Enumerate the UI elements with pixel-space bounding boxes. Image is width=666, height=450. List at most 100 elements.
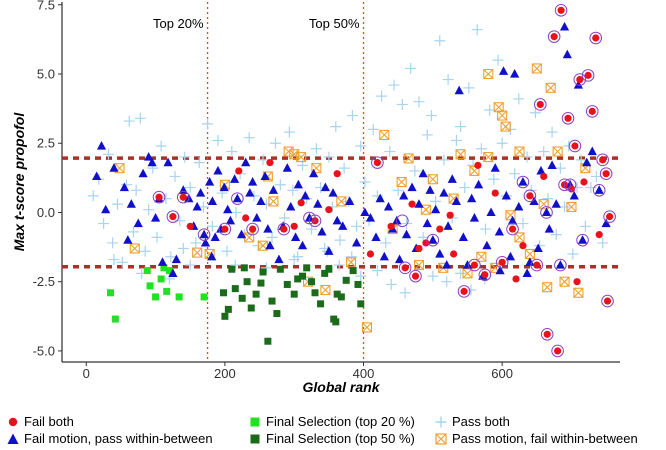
point-fail-motion bbox=[223, 204, 233, 214]
point-pass-motion-x bbox=[559, 276, 570, 287]
highlight-ring bbox=[551, 344, 564, 358]
point-pass-motion-box bbox=[531, 63, 542, 74]
point-fail-both bbox=[373, 159, 381, 167]
point-fail-both bbox=[554, 347, 562, 355]
point-fail-motion bbox=[245, 188, 255, 197]
point-pass-motion-box bbox=[413, 260, 425, 271]
highlight-ring bbox=[177, 190, 190, 204]
point-final-50 bbox=[257, 279, 265, 287]
point-fail-motion bbox=[138, 168, 148, 178]
point-final-20 bbox=[111, 315, 119, 323]
point-fail-motion bbox=[210, 232, 220, 241]
point-pass-both bbox=[590, 170, 602, 182]
point-fail-both bbox=[297, 199, 305, 207]
point-fail-both bbox=[422, 239, 430, 247]
x-axis-title: Global rank bbox=[302, 379, 380, 395]
point-pass-motion-x bbox=[500, 121, 511, 132]
point-fail-both bbox=[249, 225, 257, 233]
point-pass-both bbox=[283, 126, 295, 138]
point-final-50 bbox=[247, 304, 255, 312]
point-pass-motion-x bbox=[289, 149, 300, 160]
point-fail-motion bbox=[407, 182, 417, 192]
point-fail-motion bbox=[207, 251, 217, 261]
point-fail-motion bbox=[150, 213, 161, 222]
point-fail-motion bbox=[573, 80, 584, 89]
y-tick-label: -5.0 bbox=[33, 343, 55, 358]
highlight-ring bbox=[530, 258, 544, 272]
highlight-ring bbox=[554, 4, 568, 17]
point-final-50 bbox=[321, 269, 329, 277]
point-fail-motion bbox=[467, 193, 477, 203]
point-final-20 bbox=[165, 267, 173, 275]
point-fail-both bbox=[584, 71, 592, 79]
point-pass-motion-box bbox=[311, 163, 322, 174]
point-final-20 bbox=[175, 293, 183, 301]
point-fail-motion bbox=[268, 185, 279, 194]
point-pass-motion bbox=[462, 268, 473, 279]
point-pass-both bbox=[459, 182, 471, 194]
point-final-50 bbox=[264, 337, 272, 345]
point-pass-both bbox=[151, 231, 163, 243]
point-pass-both bbox=[184, 259, 196, 271]
point-fail-motion bbox=[501, 190, 511, 200]
point-pass-motion-box bbox=[559, 276, 570, 287]
point-fail-motion bbox=[92, 171, 102, 181]
point-pass-both bbox=[111, 198, 123, 210]
point-pass-both bbox=[333, 259, 345, 271]
point-fail-motion bbox=[282, 163, 292, 172]
point-pass-motion-box bbox=[514, 146, 525, 157]
point-final-50 bbox=[240, 264, 248, 272]
point-pass-both bbox=[371, 265, 383, 277]
point-pass-motion-box bbox=[483, 152, 494, 163]
point-pass-both bbox=[367, 123, 379, 135]
point-pass-both bbox=[421, 129, 433, 141]
point-pass-motion-x bbox=[497, 110, 508, 121]
point-pass-motion bbox=[493, 102, 504, 113]
point-fail-motion bbox=[133, 218, 143, 228]
point-fail-motion bbox=[514, 201, 524, 211]
point-fail-motion bbox=[229, 174, 240, 183]
point-fail-both bbox=[179, 193, 187, 201]
point-pass-motion-x bbox=[192, 247, 203, 258]
point-pass-both bbox=[193, 157, 205, 169]
point-pass-motion-x bbox=[573, 287, 584, 298]
point-fail-motion bbox=[300, 190, 310, 200]
legend-marker-fail-motion bbox=[7, 433, 19, 444]
point-final-50 bbox=[283, 280, 291, 288]
point-pass-both bbox=[274, 179, 286, 191]
point-fail-both bbox=[366, 250, 375, 258]
point-fail-motion bbox=[96, 141, 107, 150]
point-pass-motion-box bbox=[500, 121, 511, 132]
point-fail-motion bbox=[425, 185, 435, 194]
point-fail-motion bbox=[324, 246, 334, 255]
point-fail-motion bbox=[551, 199, 561, 208]
point-fail-both bbox=[557, 6, 565, 14]
point-final-50 bbox=[357, 300, 365, 308]
legend-marker-pass-motion bbox=[435, 432, 447, 445]
point-pass-both bbox=[441, 276, 453, 288]
point-pass-both bbox=[401, 218, 413, 230]
point-pass-both bbox=[442, 74, 454, 86]
point-final-50 bbox=[342, 276, 350, 284]
point-fail-motion bbox=[431, 204, 441, 214]
point-fail-motion bbox=[442, 260, 452, 269]
point-pass-motion bbox=[403, 153, 414, 164]
point-fail-both bbox=[460, 287, 468, 295]
point-pass-motion-x bbox=[483, 69, 494, 79]
data-points bbox=[87, 4, 616, 358]
point-fail-motion bbox=[265, 240, 275, 250]
point-final-50 bbox=[231, 285, 239, 293]
point-fail-both bbox=[543, 330, 551, 338]
point-pass-both bbox=[334, 234, 346, 246]
point-pass-motion-x bbox=[379, 130, 390, 140]
highlight-ring bbox=[540, 206, 553, 219]
point-pass-both bbox=[484, 104, 496, 116]
point-pass-motion-x bbox=[346, 257, 356, 268]
point-pass-motion-box bbox=[514, 232, 525, 243]
point-fail-both bbox=[325, 206, 333, 214]
point-pass-both bbox=[221, 245, 233, 257]
point-pass-both bbox=[455, 121, 467, 133]
point-fail-both bbox=[533, 261, 541, 269]
point-pass-both bbox=[226, 146, 238, 158]
point-fail-motion bbox=[505, 251, 516, 261]
